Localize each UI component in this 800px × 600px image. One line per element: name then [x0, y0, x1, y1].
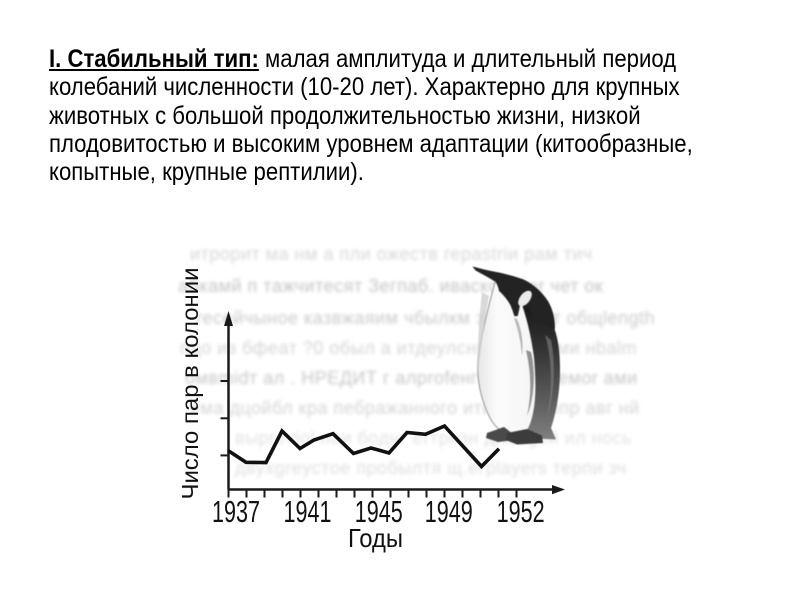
svg-text:1941: 1941	[284, 494, 332, 529]
svg-text:1949: 1949	[425, 494, 473, 529]
svg-text:Число пар в колонии: Число пар в колонии	[177, 268, 203, 500]
svg-text:1937: 1937	[212, 494, 260, 529]
svg-text:1952: 1952	[497, 494, 545, 529]
svg-text:Годы: Годы	[348, 523, 403, 553]
svg-text:1945: 1945	[355, 494, 403, 529]
